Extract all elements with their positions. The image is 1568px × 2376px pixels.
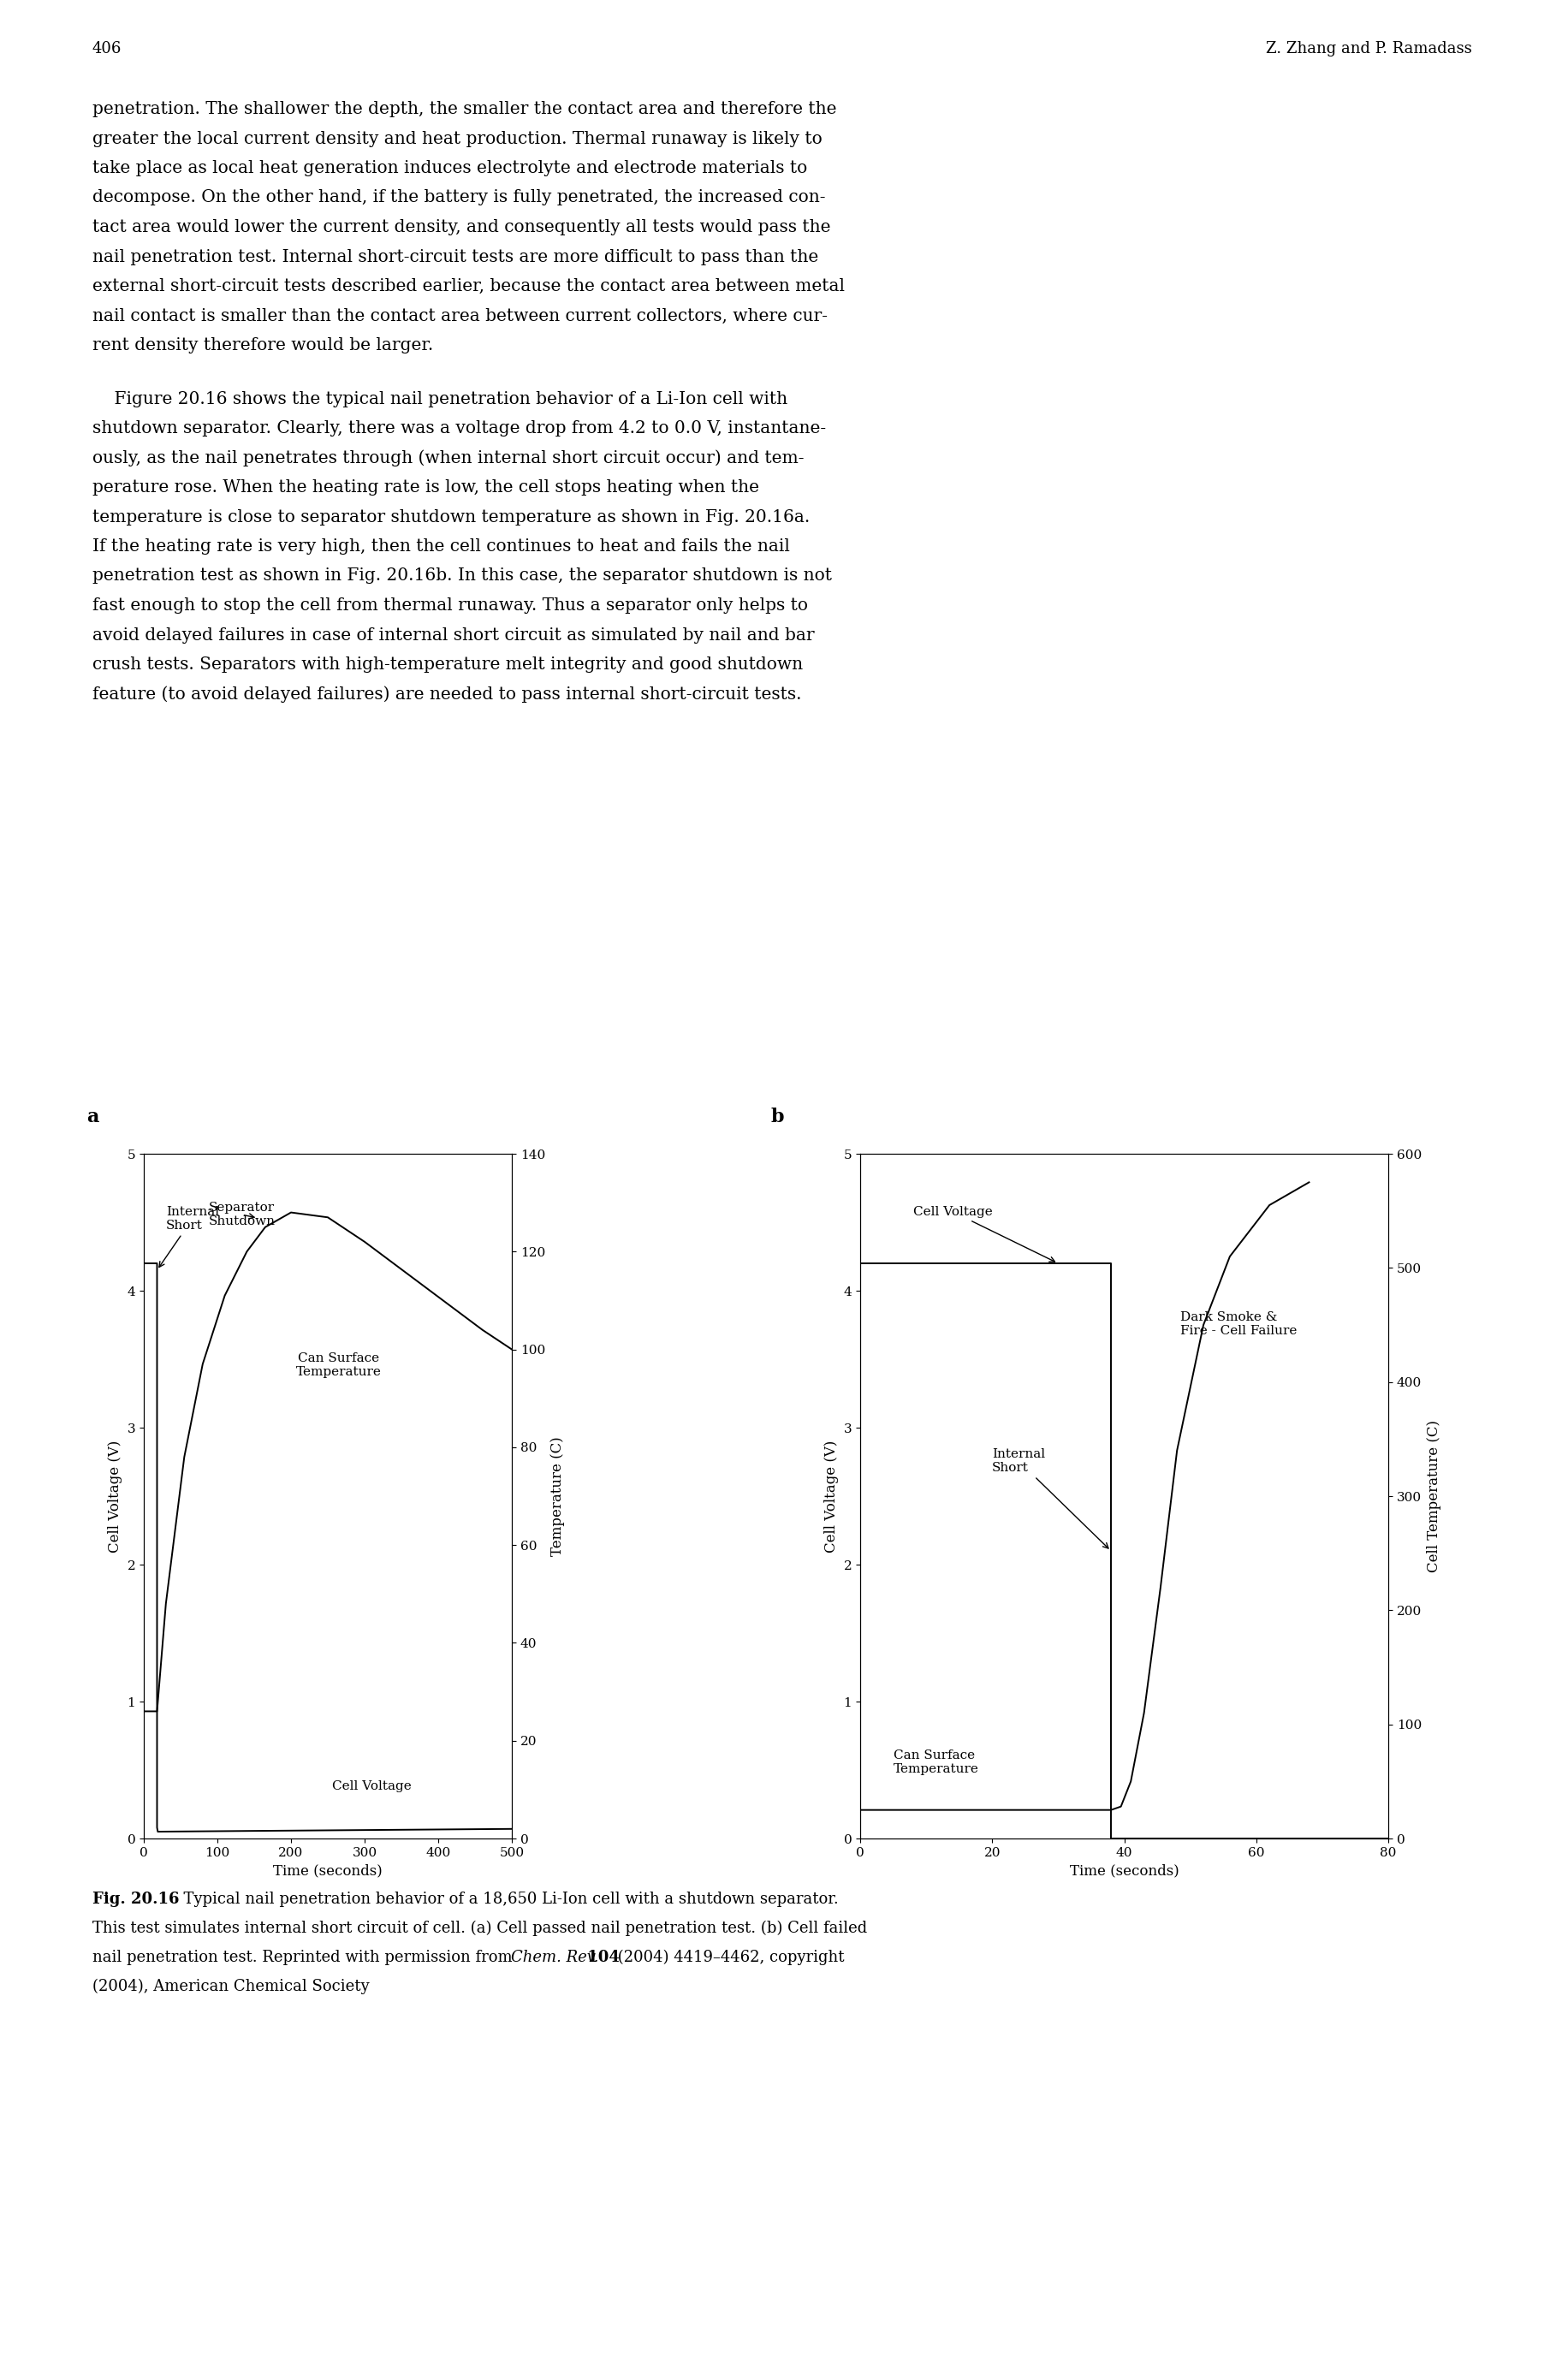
Y-axis label: Cell Voltage (V): Cell Voltage (V) — [108, 1440, 122, 1552]
Text: Chem. Rev.: Chem. Rev. — [511, 1951, 599, 1965]
Text: external short-circuit tests described earlier, because the contact area between: external short-circuit tests described e… — [93, 278, 845, 295]
Y-axis label: Temperature (C): Temperature (C) — [550, 1437, 564, 1556]
Text: 406: 406 — [93, 40, 122, 57]
X-axis label: Time (seconds): Time (seconds) — [273, 1863, 383, 1877]
Text: 104: 104 — [582, 1951, 619, 1965]
Text: tact area would lower the current density, and consequently all tests would pass: tact area would lower the current densit… — [93, 219, 831, 235]
Text: perature rose. When the heating rate is low, the cell stops heating when the: perature rose. When the heating rate is … — [93, 480, 759, 497]
Text: Can Surface
Temperature: Can Surface Temperature — [894, 1749, 978, 1775]
Text: ously, as the nail penetrates through (when internal short circuit occur) and te: ously, as the nail penetrates through (w… — [93, 449, 804, 466]
Text: penetration test as shown in Fig. 20.16b. In this case, the separator shutdown i: penetration test as shown in Fig. 20.16b… — [93, 568, 833, 584]
Text: Typical nail penetration behavior of a 18,650 Li-Ion cell with a shutdown separa: Typical nail penetration behavior of a 1… — [174, 1891, 839, 1908]
X-axis label: Time (seconds): Time (seconds) — [1069, 1863, 1179, 1877]
Text: b: b — [770, 1107, 784, 1126]
Text: Z. Zhang and P. Ramadass: Z. Zhang and P. Ramadass — [1265, 40, 1472, 57]
Text: temperature is close to separator shutdown temperature as shown in Fig. 20.16a.: temperature is close to separator shutdo… — [93, 508, 811, 525]
Text: shutdown separator. Clearly, there was a voltage drop from 4.2 to 0.0 V, instant: shutdown separator. Clearly, there was a… — [93, 421, 826, 437]
Y-axis label: Cell Voltage (V): Cell Voltage (V) — [825, 1440, 839, 1552]
Text: Dark Smoke &
Fire - Cell Failure: Dark Smoke & Fire - Cell Failure — [1181, 1312, 1297, 1338]
Text: crush tests. Separators with high-temperature melt integrity and good shutdown: crush tests. Separators with high-temper… — [93, 656, 803, 672]
Text: Can Surface
Temperature: Can Surface Temperature — [296, 1352, 381, 1378]
Text: rent density therefore would be larger.: rent density therefore would be larger. — [93, 337, 433, 354]
Text: decompose. On the other hand, if the battery is fully penetrated, the increased : decompose. On the other hand, if the bat… — [93, 190, 825, 207]
Text: This test simulates internal short circuit of cell. (a) Cell passed nail penetra: This test simulates internal short circu… — [93, 1920, 867, 1936]
Text: nail penetration test. Internal short-circuit tests are more difficult to pass t: nail penetration test. Internal short-ci… — [93, 249, 818, 264]
Text: Figure 20.16 shows the typical nail penetration behavior of a Li-Ion cell with: Figure 20.16 shows the typical nail pene… — [93, 390, 787, 406]
Text: penetration. The shallower the depth, the smaller the contact area and therefore: penetration. The shallower the depth, th… — [93, 102, 837, 116]
Text: nail contact is smaller than the contact area between current collectors, where : nail contact is smaller than the contact… — [93, 309, 828, 323]
Text: Cell Voltage: Cell Voltage — [913, 1205, 1055, 1262]
Text: Cell Voltage: Cell Voltage — [332, 1780, 412, 1792]
Text: Separator
Shutdown: Separator Shutdown — [209, 1202, 276, 1228]
Text: (2004), American Chemical Society: (2004), American Chemical Society — [93, 1979, 370, 1993]
Text: Internal
Short: Internal Short — [158, 1205, 220, 1266]
Text: Fig. 20.16: Fig. 20.16 — [93, 1891, 179, 1908]
Text: If the heating rate is very high, then the cell continues to heat and fails the : If the heating rate is very high, then t… — [93, 539, 790, 554]
Text: fast enough to stop the cell from thermal runaway. Thus a separator only helps t: fast enough to stop the cell from therma… — [93, 596, 808, 613]
Text: a: a — [86, 1107, 99, 1126]
Y-axis label: Cell Temperature (C): Cell Temperature (C) — [1427, 1421, 1441, 1573]
Text: nail penetration test. Reprinted with permission from: nail penetration test. Reprinted with pe… — [93, 1951, 517, 1965]
Text: greater the local current density and heat production. Thermal runaway is likely: greater the local current density and he… — [93, 131, 822, 147]
Text: avoid delayed failures in case of internal short circuit as simulated by nail an: avoid delayed failures in case of intern… — [93, 627, 814, 644]
Text: feature (to avoid delayed failures) are needed to pass internal short-circuit te: feature (to avoid delayed failures) are … — [93, 687, 801, 703]
Text: Internal
Short: Internal Short — [993, 1449, 1109, 1549]
Text: (2004) 4419–4462, copyright: (2004) 4419–4462, copyright — [613, 1951, 845, 1965]
Text: take place as local heat generation induces electrolyte and electrode materials : take place as local heat generation indu… — [93, 159, 808, 176]
